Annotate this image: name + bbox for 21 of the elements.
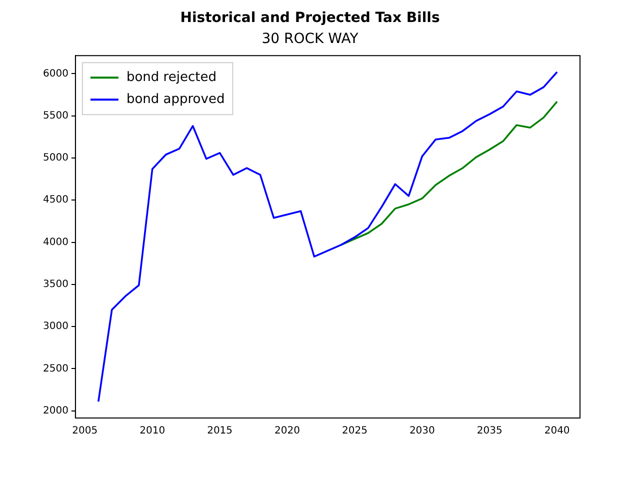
y-tick-label: 6000 (42, 68, 68, 80)
x-tick-label: 2005 (72, 426, 98, 437)
y-tick-label: 3500 (42, 279, 68, 290)
y-tick-label: 5000 (42, 152, 68, 164)
chart-title: Historical and Projected Tax Bills (180, 10, 440, 26)
y-tick-label: 4500 (42, 194, 68, 206)
y-tick-label: 2000 (42, 405, 68, 416)
x-tick-label: 2010 (140, 426, 166, 437)
legend-label: bond rejected (126, 70, 216, 85)
x-tick-label: 2040 (544, 426, 570, 437)
y-tick-label: 2500 (42, 363, 68, 374)
x-tick-label: 2020 (274, 426, 300, 437)
x-tick-label: 2025 (342, 426, 368, 437)
chart-subtitle: 30 ROCK WAY (262, 30, 359, 47)
x-tick-label: 2015 (207, 426, 233, 437)
y-tick-label: 5500 (42, 110, 68, 122)
y-tick-label: 3000 (42, 321, 68, 332)
x-tick-label: 2035 (476, 426, 502, 437)
x-tick-label: 2030 (409, 426, 435, 437)
y-tick-label: 4000 (42, 236, 68, 248)
legend-label: bond approved (126, 92, 225, 107)
